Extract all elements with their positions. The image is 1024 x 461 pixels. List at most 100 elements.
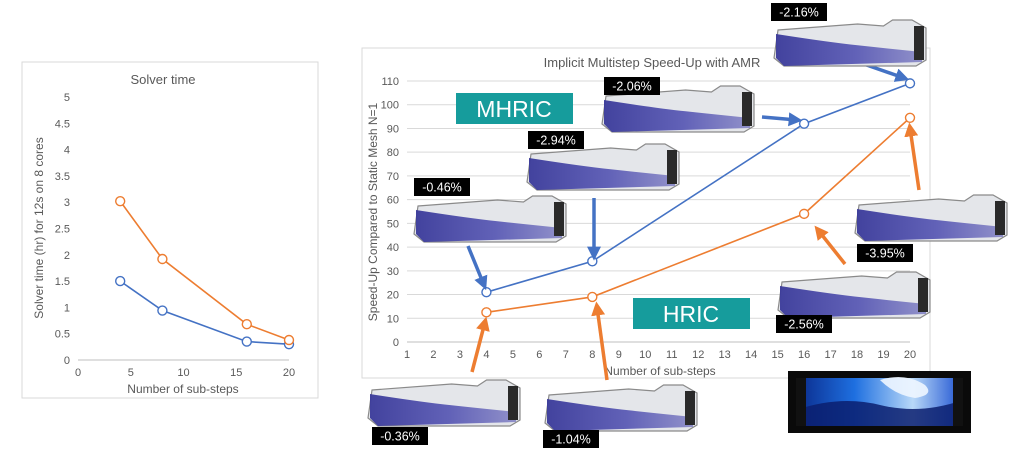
- solver-chart-title: Solver time: [130, 72, 195, 87]
- callout-label: -1.04%: [543, 430, 599, 448]
- callout-label-bg: [543, 430, 599, 448]
- tank-liquid: [529, 158, 675, 190]
- callout-label-text: -3.95%: [865, 247, 905, 261]
- callout-label-text: -2.94%: [536, 134, 576, 148]
- y-tick-label: 1.5: [55, 276, 70, 288]
- data-point: [157, 253, 168, 265]
- callout-label: -3.95%: [857, 244, 913, 262]
- data-point: [114, 275, 126, 287]
- x-tick-label: 7: [563, 349, 569, 361]
- tank-snapshot: [544, 384, 698, 432]
- experiment-photo: [788, 371, 971, 433]
- x-tick-label: 0: [75, 367, 81, 379]
- data-point: [481, 307, 492, 318]
- y-tick-label: 60: [387, 195, 399, 207]
- y-tick-label: 70: [387, 171, 399, 183]
- x-tick-label: 12: [692, 349, 704, 361]
- data-point: [904, 78, 916, 89]
- y-tick-label: 50: [387, 218, 399, 230]
- x-tick-label: 15: [772, 349, 784, 361]
- y-tick-label: 20: [387, 290, 399, 302]
- x-tick-label: 19: [877, 349, 889, 361]
- data-point: [241, 336, 253, 347]
- y-tick-label: 90: [387, 123, 399, 135]
- callout-label-bg: [372, 427, 428, 445]
- arrow-to-hric-4: [470, 316, 490, 373]
- data-point: [798, 208, 810, 220]
- tank-liquid: [604, 100, 750, 132]
- speedup-chart-title: Implicit Multistep Speed-Up with AMR: [544, 55, 761, 70]
- y-tick-label: 110: [381, 76, 399, 88]
- x-tick-label: 5: [128, 367, 134, 379]
- callout-label-bg: [771, 3, 827, 21]
- solver-chart-ylabel: Solver time (hr) for 12s on 8 cores: [32, 137, 46, 318]
- callout-label-bg: [776, 315, 832, 333]
- tank-end-cap: [918, 278, 928, 312]
- tank-end-cap: [667, 150, 677, 184]
- callout-label-text: -1.04%: [551, 433, 591, 447]
- data-point: [157, 305, 168, 316]
- y-tick-label: 0: [64, 355, 70, 367]
- data-point: [114, 195, 126, 207]
- y-tick-label: 3.5: [55, 171, 70, 183]
- data-point: [798, 118, 810, 129]
- callout-label: -0.36%: [372, 427, 428, 445]
- y-tick-label: 0: [393, 337, 399, 349]
- x-tick-label: 10: [177, 367, 189, 379]
- arrow-to-hric-20: [904, 122, 921, 191]
- y-tick-label: 4.5: [55, 118, 70, 130]
- data-point: [904, 112, 916, 123]
- arrow-to-hric-8: [591, 301, 609, 381]
- y-tick-label: 4: [64, 145, 70, 157]
- x-tick-label: 4: [483, 349, 489, 361]
- tank-end-cap: [508, 386, 518, 420]
- hric-tag: HRIC: [633, 298, 750, 329]
- y-tick-label: 10: [387, 313, 399, 325]
- y-tick-label: 1: [64, 302, 70, 314]
- y-tick-label: 40: [387, 242, 399, 254]
- callout-label-text: -2.56%: [784, 318, 824, 332]
- x-tick-label: 20: [904, 349, 916, 361]
- speedup-chart-ylabel: Speed-Up Compared to Static Mesh N=1: [366, 102, 380, 321]
- tank-liquid: [780, 286, 926, 318]
- series-line-1: [486, 117, 911, 314]
- tank-end-cap: [995, 201, 1005, 235]
- x-tick-label: 14: [745, 349, 757, 361]
- tank-snapshot: [367, 379, 521, 427]
- arrow-to-mhric-4: [466, 245, 488, 291]
- tank-end-cap: [554, 202, 564, 236]
- tank-end-cap: [914, 26, 924, 60]
- x-tick-label: 18: [851, 349, 863, 361]
- tank-liquid: [776, 34, 922, 66]
- data-point: [587, 256, 598, 267]
- x-tick-label: 13: [719, 349, 731, 361]
- y-tick-label: 2.5: [55, 224, 70, 236]
- hric-tag-label: HRIC: [663, 301, 719, 327]
- data-point: [241, 319, 253, 330]
- tank-snapshot: [526, 143, 680, 191]
- series-line-0: [119, 280, 290, 346]
- data-point: [283, 334, 295, 346]
- data-point: [587, 291, 598, 303]
- speedup-chart-xlabel: Number of sub-steps: [604, 364, 715, 378]
- y-tick-label: 5: [64, 92, 70, 104]
- solver-time-chart: Solver time 0 0.5 1 1.5 2 2.5 3 3.5 4 4.5 5 0 5 10 15…: [32, 72, 295, 396]
- callout-label: -2.94%: [528, 131, 584, 149]
- callout-label-text: -2.06%: [612, 80, 652, 94]
- x-tick-label: 11: [666, 349, 677, 361]
- x-tick-label: 8: [589, 349, 595, 361]
- y-tick-label: 80: [387, 147, 399, 159]
- data-point: [481, 286, 492, 298]
- tank-end-cap: [685, 391, 695, 425]
- x-tick-label: 5: [510, 349, 516, 361]
- solver-chart-xlabel: Number of sub-steps: [127, 382, 238, 396]
- callout-label-text: -0.46%: [422, 181, 462, 195]
- tank-snapshot: [413, 195, 567, 243]
- callout-label: -2.06%: [604, 77, 660, 95]
- mhric-tag: MHRIC: [456, 93, 573, 124]
- series-line-1: [119, 200, 290, 341]
- callout-label-bg: [857, 244, 913, 262]
- y-tick-label: 3: [64, 197, 70, 209]
- arrow-to-mhric-16: [761, 112, 803, 127]
- tank-liquid: [857, 209, 1003, 241]
